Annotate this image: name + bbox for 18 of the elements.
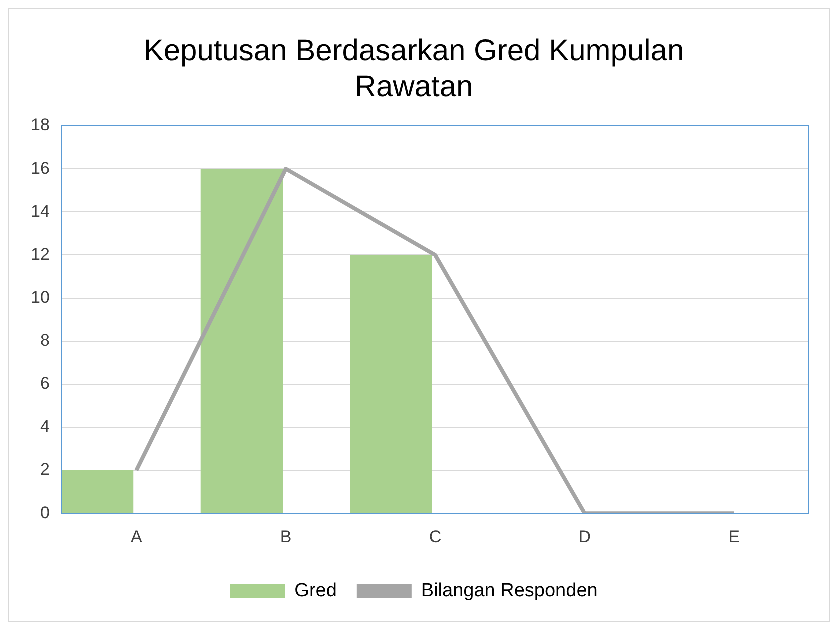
y-tick-label: 12 [30,244,50,264]
x-tick-label: A [130,527,143,546]
y-tick-label: 14 [30,202,50,221]
chart-title: Keputusan Berdasarkan Gred Kumpulan Rawatan [144,34,684,104]
y-tick-label: 16 [30,158,50,178]
y-tick-label: 0 [40,503,50,522]
y-tick-label: 18 [30,116,50,135]
y-tick-label: 8 [40,331,50,350]
y-tick-label: 6 [40,374,50,394]
x-tick-label: C [429,527,442,546]
legend-label: Bilangan Responden [421,580,598,602]
x-tick-label: B [280,527,292,546]
y-tick-label: 2 [40,460,50,480]
x-tick-label: D [578,527,592,546]
legend-label: Gred [294,580,337,602]
y-tick-label: 10 [30,288,50,307]
y-tick-label: 4 [40,417,50,436]
x-tick-label: E [728,527,740,546]
